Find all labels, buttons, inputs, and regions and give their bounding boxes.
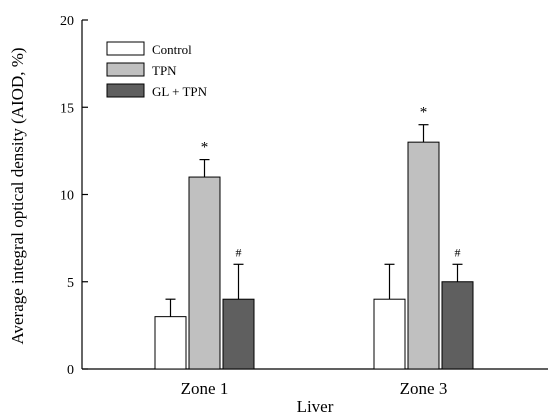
y-tick-label: 0 [67,363,74,378]
bars: * # * # [154,105,474,370]
bar-control [154,316,187,370]
legend: Control TPN GL + TPN [106,41,208,99]
legend-swatch [106,62,145,77]
y-axis-label: Average integral optical density (AIOD, … [8,47,27,344]
bar-gl-tpn [441,281,474,370]
y-tick-label: 5 [67,276,74,291]
legend-label: GL + TPN [152,84,208,99]
significance-marker: * [201,140,209,156]
legend-swatch [106,41,145,56]
x-tick-labels: Zone 1 Zone 3 [181,379,448,398]
y-ticks: 0 5 10 15 20 [60,14,88,378]
x-tick-label: Zone 1 [181,379,229,398]
bar-control [373,298,406,370]
significance-marker: * [420,105,428,121]
significance-marker: # [455,245,461,259]
bar-tpn [407,141,440,370]
x-tick-label: Zone 3 [400,379,448,398]
x-axis-label: Liver [297,397,334,416]
legend-swatch [106,83,145,98]
y-tick-label: 20 [60,14,74,29]
significance-marker: # [236,245,242,259]
legend-label: Control [152,42,192,57]
legend-label: TPN [152,63,177,78]
y-tick-label: 15 [60,101,74,116]
y-tick-label: 10 [60,189,74,204]
bar-tpn [188,176,221,370]
bar-gl-tpn [222,298,255,370]
